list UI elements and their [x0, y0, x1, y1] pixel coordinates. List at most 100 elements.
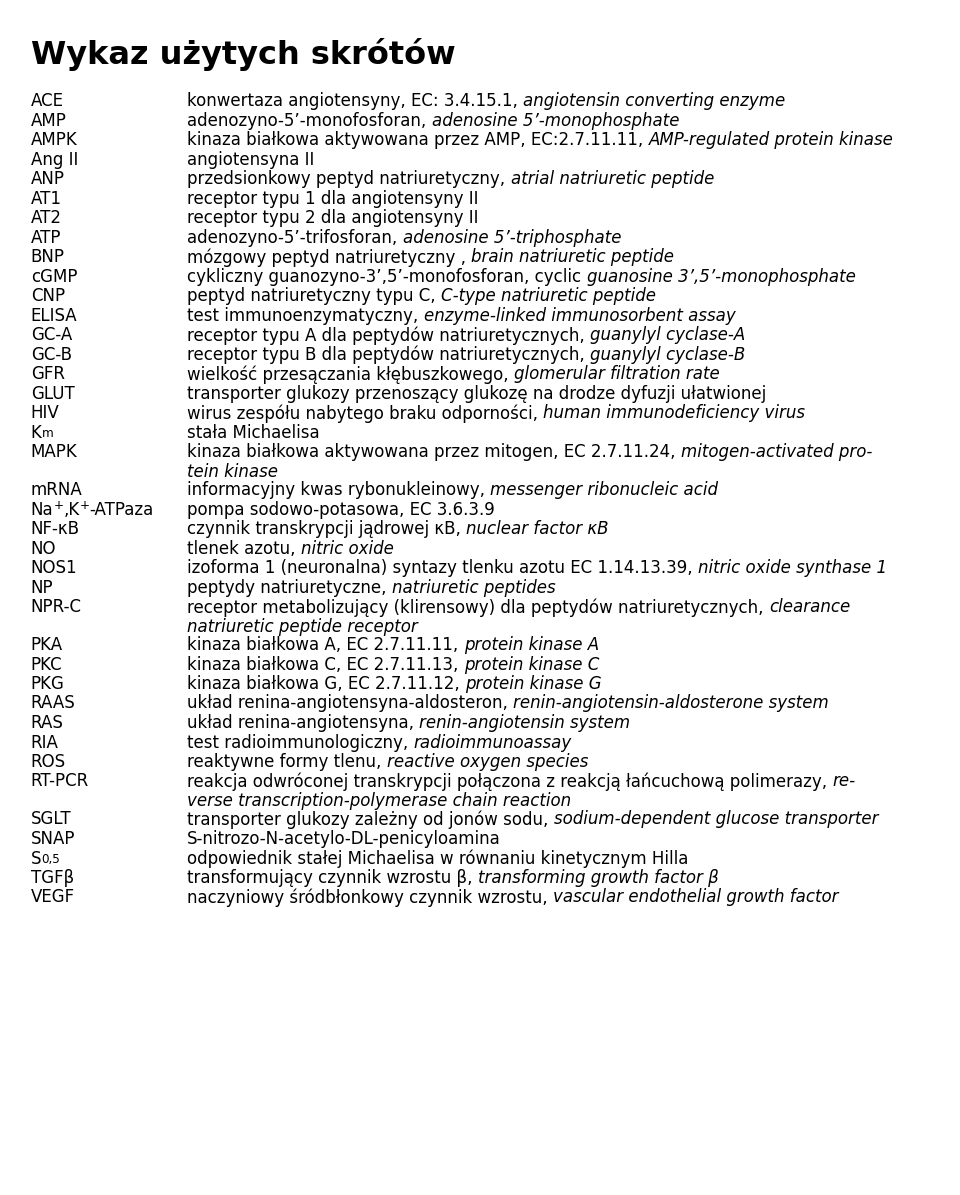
- Text: receptor typu 1 dla angiotensyny II: receptor typu 1 dla angiotensyny II: [187, 190, 479, 208]
- Text: atrial natriuretic peptide: atrial natriuretic peptide: [511, 170, 714, 188]
- Text: NP: NP: [31, 578, 54, 596]
- Text: Ang II: Ang II: [31, 151, 78, 168]
- Text: CNP: CNP: [31, 287, 65, 305]
- Text: K: K: [31, 423, 41, 441]
- Text: transformujący czynnik wzrostu β,: transformujący czynnik wzrostu β,: [187, 869, 478, 887]
- Text: ELISA: ELISA: [31, 306, 78, 325]
- Text: tlenek azotu,: tlenek azotu,: [187, 539, 300, 558]
- Text: RIA: RIA: [31, 734, 59, 752]
- Text: test immunoenzymatyczny,: test immunoenzymatyczny,: [187, 306, 423, 325]
- Text: C-type natriuretic peptide: C-type natriuretic peptide: [441, 287, 656, 305]
- Text: AT1: AT1: [31, 190, 61, 208]
- Text: re-: re-: [832, 772, 855, 791]
- Text: m: m: [41, 427, 54, 440]
- Text: czynnik transkrypcji jądrowej κB,: czynnik transkrypcji jądrowej κB,: [187, 520, 467, 538]
- Text: protein kinase A: protein kinase A: [464, 636, 599, 654]
- Text: NPR-C: NPR-C: [31, 598, 82, 615]
- Text: kinaza białkowa G, EC 2.7.11.12,: kinaza białkowa G, EC 2.7.11.12,: [187, 675, 466, 693]
- Text: enzyme-linked immunosorbent assay: enzyme-linked immunosorbent assay: [423, 306, 735, 325]
- Text: przedsionkowy peptyd natriuretyczny,: przedsionkowy peptyd natriuretyczny,: [187, 170, 511, 188]
- Text: sodium-dependent glucose transporter: sodium-dependent glucose transporter: [554, 810, 878, 828]
- Text: peptydy natriuretyczne,: peptydy natriuretyczne,: [187, 578, 392, 596]
- Text: AT2: AT2: [31, 209, 61, 227]
- Text: NF-κB: NF-κB: [31, 520, 80, 538]
- Text: angiotensyna II: angiotensyna II: [187, 151, 315, 168]
- Text: ANP: ANP: [31, 170, 64, 188]
- Text: HIV: HIV: [31, 404, 60, 422]
- Text: pompa sodowo-potasowa, EC 3.6.3.9: pompa sodowo-potasowa, EC 3.6.3.9: [187, 501, 495, 519]
- Text: clearance: clearance: [769, 598, 851, 615]
- Text: RT-PCR: RT-PCR: [31, 772, 89, 791]
- Text: ,K: ,K: [63, 501, 80, 519]
- Text: 0,5: 0,5: [41, 853, 60, 866]
- Text: protein kinase C: protein kinase C: [464, 656, 599, 674]
- Text: brain natriuretic peptide: brain natriuretic peptide: [471, 249, 675, 266]
- Text: reactive oxygen species: reactive oxygen species: [387, 753, 588, 771]
- Text: renin-angiotensin system: renin-angiotensin system: [420, 713, 631, 733]
- Text: kinaza białkowa aktywowana przez AMP, EC:2.7.11.11,: kinaza białkowa aktywowana przez AMP, EC…: [187, 131, 649, 149]
- Text: +: +: [54, 498, 63, 511]
- Text: ACE: ACE: [31, 92, 63, 110]
- Text: RAS: RAS: [31, 713, 63, 733]
- Text: S: S: [31, 850, 41, 868]
- Text: +: +: [80, 498, 89, 511]
- Text: adenozyno-5’-trifosforan,: adenozyno-5’-trifosforan,: [187, 228, 402, 246]
- Text: receptor typu B dla peptydów natriuretycznych,: receptor typu B dla peptydów natriuretyc…: [187, 345, 590, 364]
- Text: SNAP: SNAP: [31, 831, 75, 848]
- Text: -ATPaza: -ATPaza: [89, 501, 154, 519]
- Text: guanylyl cyclase-A: guanylyl cyclase-A: [590, 326, 746, 344]
- Text: AMP: AMP: [31, 111, 66, 129]
- Text: renin-angiotensin-aldosterone system: renin-angiotensin-aldosterone system: [514, 694, 829, 712]
- Text: reaktywne formy tlenu,: reaktywne formy tlenu,: [187, 753, 387, 771]
- Text: nitric oxide synthase 1: nitric oxide synthase 1: [698, 559, 887, 577]
- Text: PKG: PKG: [31, 675, 64, 693]
- Text: kinaza białkowa A, EC 2.7.11.11,: kinaza białkowa A, EC 2.7.11.11,: [187, 636, 464, 654]
- Text: glomerular filtration rate: glomerular filtration rate: [514, 364, 720, 384]
- Text: peptyd natriuretyczny typu C,: peptyd natriuretyczny typu C,: [187, 287, 441, 305]
- Text: naczyniowy śródbłonkowy czynnik wzrostu,: naczyniowy śródbłonkowy czynnik wzrostu,: [187, 889, 553, 907]
- Text: adenosine 5’-triphosphate: adenosine 5’-triphosphate: [402, 228, 621, 246]
- Text: natriuretic peptide receptor: natriuretic peptide receptor: [187, 618, 418, 636]
- Text: NOS1: NOS1: [31, 559, 78, 577]
- Text: PKA: PKA: [31, 636, 62, 654]
- Text: vascular endothelial growth factor: vascular endothelial growth factor: [553, 889, 839, 907]
- Text: adenozyno-5’-monofosforan,: adenozyno-5’-monofosforan,: [187, 111, 432, 129]
- Text: receptor typu 2 dla angiotensyny II: receptor typu 2 dla angiotensyny II: [187, 209, 479, 227]
- Text: receptor typu A dla peptydów natriuretycznych,: receptor typu A dla peptydów natriuretyc…: [187, 326, 590, 344]
- Text: transporter glukozy przenoszący glukozę na drodze dyfuzji ułatwionej: transporter glukozy przenoszący glukozę …: [187, 385, 766, 403]
- Text: guanylyl cyclase-B: guanylyl cyclase-B: [590, 345, 746, 363]
- Text: reakcja odwróconej transkrypcji połączona z reakcją łańcuchową polimerazy,: reakcja odwróconej transkrypcji połączon…: [187, 772, 832, 791]
- Text: SGLT: SGLT: [31, 810, 71, 828]
- Text: radioimmunoassay: radioimmunoassay: [414, 734, 572, 752]
- Text: test radioimmunologiczny,: test radioimmunologiczny,: [187, 734, 414, 752]
- Text: guanosine 3’,5’-monophosphate: guanosine 3’,5’-monophosphate: [587, 268, 855, 286]
- Text: natriuretic peptides: natriuretic peptides: [392, 578, 556, 596]
- Text: GC-B: GC-B: [31, 345, 72, 363]
- Text: wielkość przesączania kłębuszkowego,: wielkość przesączania kłębuszkowego,: [187, 364, 514, 384]
- Text: GC-A: GC-A: [31, 326, 72, 344]
- Text: nitric oxide: nitric oxide: [300, 539, 394, 558]
- Text: verse transcription-polymerase chain reaction: verse transcription-polymerase chain rea…: [187, 792, 571, 810]
- Text: wirus zespółu nabytego braku odporności,: wirus zespółu nabytego braku odporności,: [187, 404, 543, 423]
- Text: cGMP: cGMP: [31, 268, 77, 286]
- Text: tein kinase: tein kinase: [187, 462, 278, 480]
- Text: cykliczny guanozyno-3’,5’-monofosforan, cyclic: cykliczny guanozyno-3’,5’-monofosforan, …: [187, 268, 587, 286]
- Text: Wykaz użytych skrótów: Wykaz użytych skrótów: [31, 38, 455, 71]
- Text: układ renina-angiotensyna,: układ renina-angiotensyna,: [187, 713, 420, 733]
- Text: GFR: GFR: [31, 364, 64, 384]
- Text: RAAS: RAAS: [31, 694, 76, 712]
- Text: Na: Na: [31, 501, 54, 519]
- Text: kinaza białkowa aktywowana przez mitogen, EC 2.7.11.24,: kinaza białkowa aktywowana przez mitogen…: [187, 443, 681, 461]
- Text: odpowiednik stałej Michaelisa w równaniu kinetycznym Hilla: odpowiednik stałej Michaelisa w równaniu…: [187, 850, 688, 868]
- Text: stała Michaelisa: stała Michaelisa: [187, 423, 320, 441]
- Text: informacyjny kwas rybonukleinowy,: informacyjny kwas rybonukleinowy,: [187, 482, 491, 500]
- Text: receptor metabolizujący (klirensowy) dla peptydów natriuretycznych,: receptor metabolizujący (klirensowy) dla…: [187, 598, 769, 617]
- Text: transporter glukozy zależny od jonów sodu,: transporter glukozy zależny od jonów sod…: [187, 810, 554, 829]
- Text: mitogen-activated pro-: mitogen-activated pro-: [681, 443, 873, 461]
- Text: AMP-regulated protein kinase: AMP-regulated protein kinase: [649, 131, 894, 149]
- Text: AMPK: AMPK: [31, 131, 78, 149]
- Text: konwertaza angiotensyny, EC: 3.4.15.1,: konwertaza angiotensyny, EC: 3.4.15.1,: [187, 92, 523, 110]
- Text: PKC: PKC: [31, 656, 62, 674]
- Text: GLUT: GLUT: [31, 385, 75, 403]
- Text: VEGF: VEGF: [31, 889, 75, 907]
